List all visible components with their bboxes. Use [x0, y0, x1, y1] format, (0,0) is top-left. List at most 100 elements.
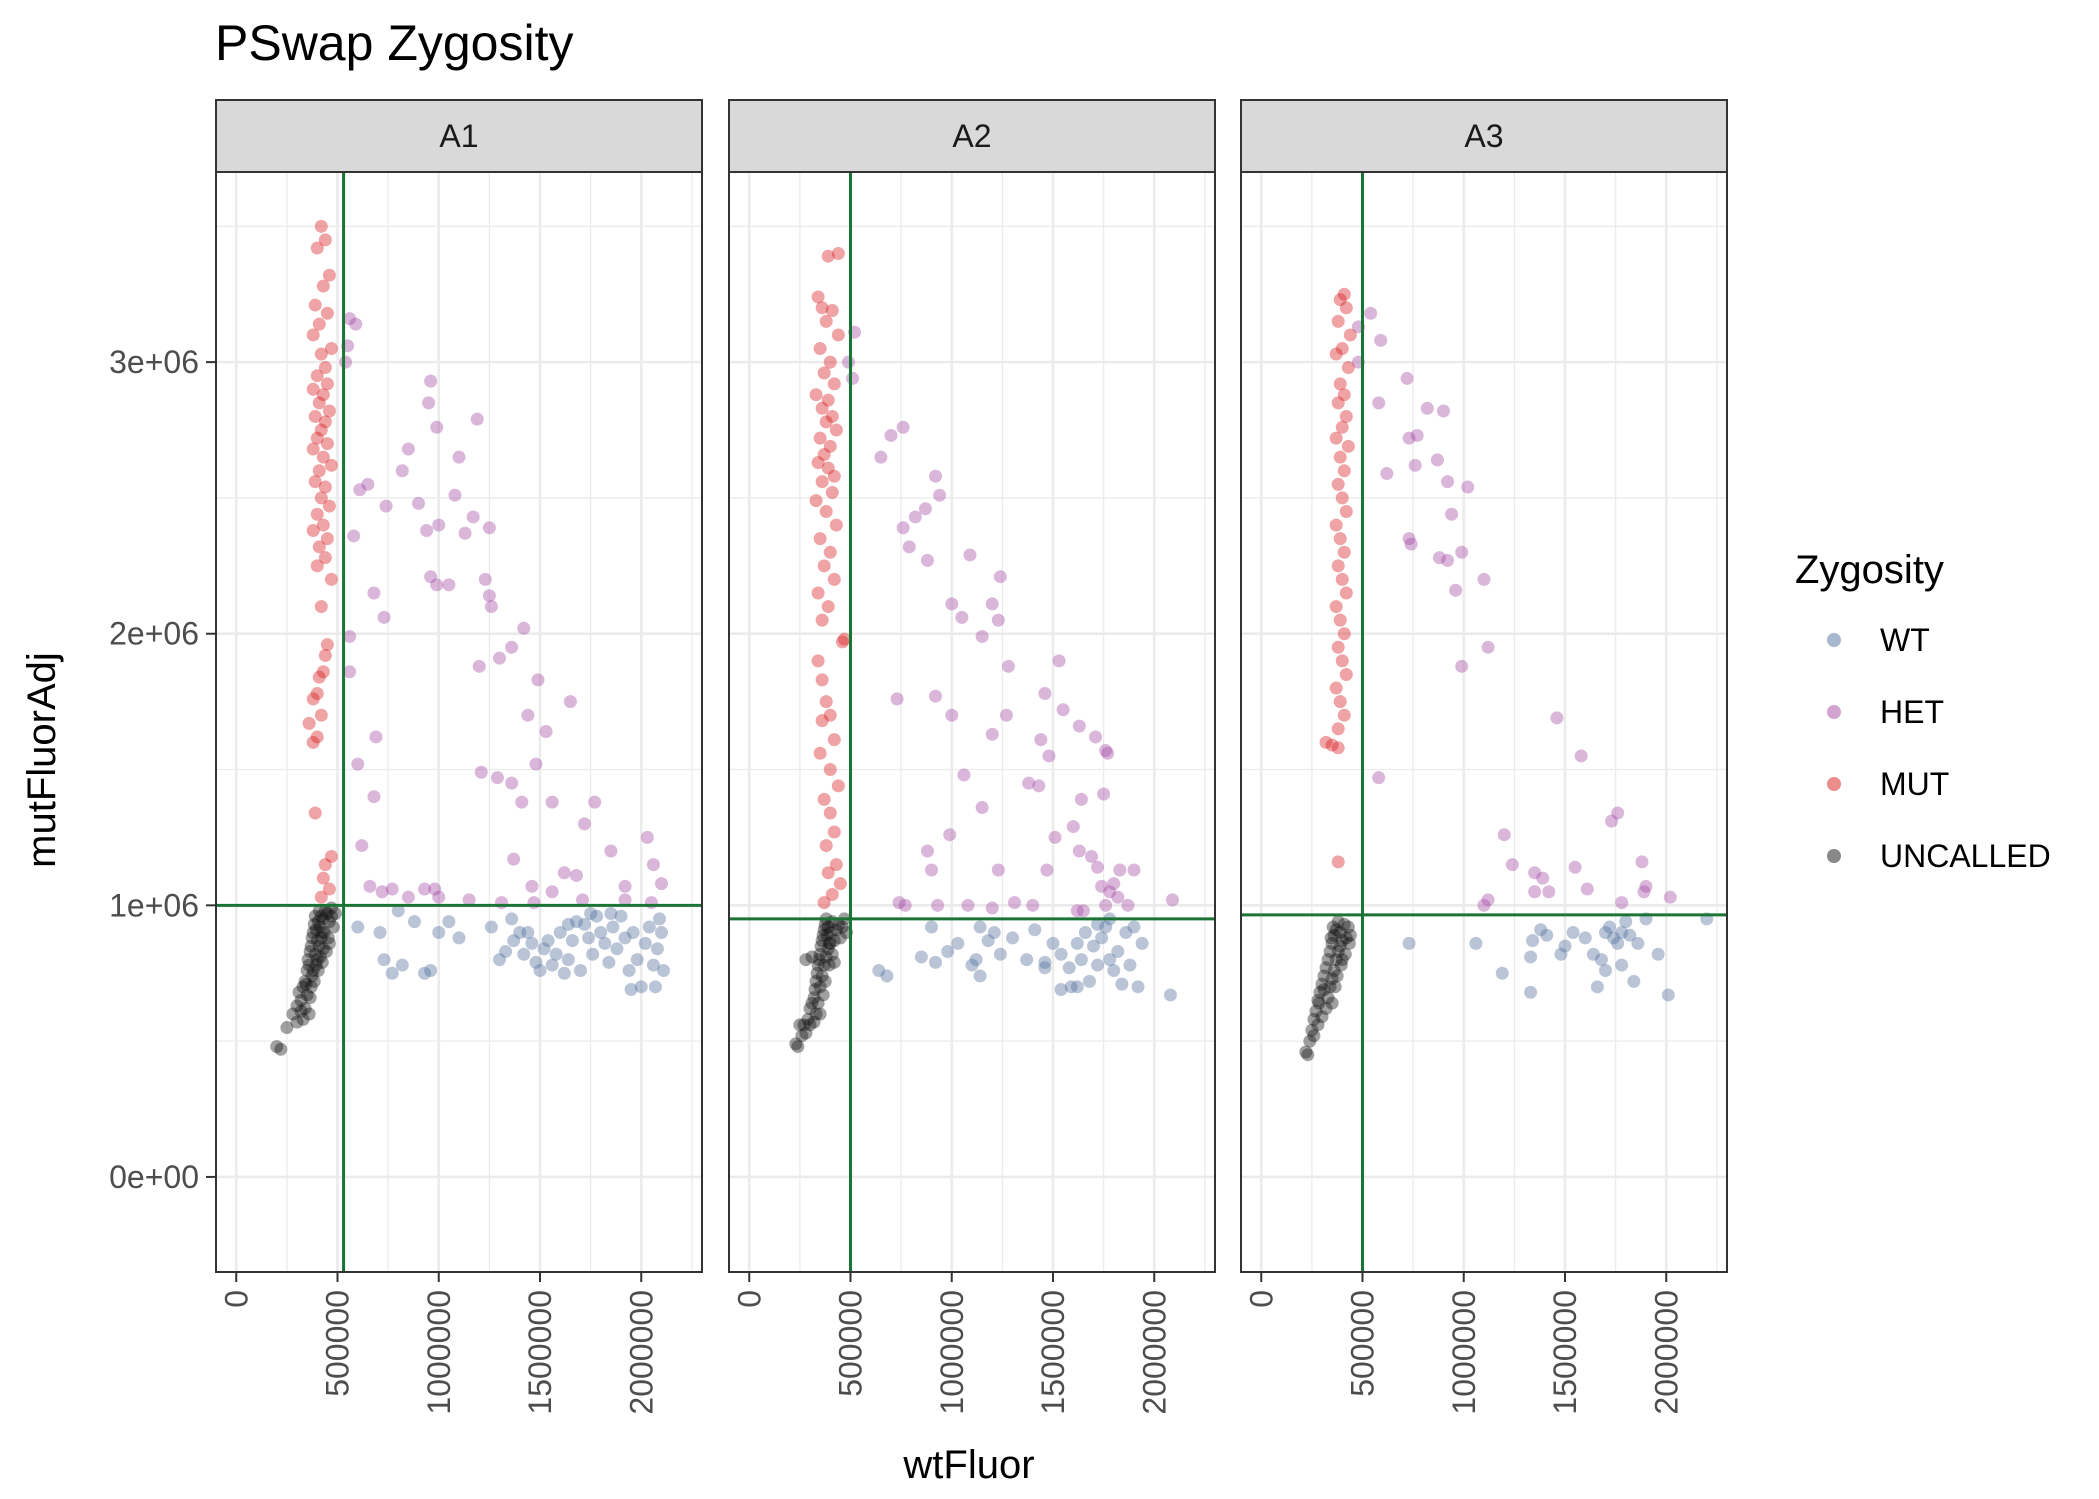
data-point-het [1542, 885, 1556, 899]
data-point-het [478, 572, 492, 586]
data-point-het [369, 730, 383, 744]
data-point-het [1040, 863, 1054, 877]
data-point-mut [310, 431, 324, 445]
data-point-het [985, 727, 999, 741]
data-point-wt [1578, 931, 1592, 945]
data-point-mut [809, 494, 823, 508]
data-point-mut [306, 328, 320, 342]
data-point-wt [602, 955, 616, 969]
data-point-mut [821, 461, 835, 475]
data-point-uncalled [799, 953, 813, 967]
data-point-wt [1524, 985, 1538, 999]
data-point-mut [316, 388, 330, 402]
data-point-uncalled [1338, 947, 1352, 961]
data-point-mut [322, 499, 336, 513]
data-point-uncalled [274, 1042, 288, 1056]
panel-background [729, 172, 1215, 1272]
data-point-het [1372, 771, 1386, 785]
x-tick-label: 0 [218, 1290, 254, 1308]
data-point-het [458, 526, 472, 540]
data-point-het [920, 553, 934, 567]
data-point-wt [545, 958, 559, 972]
data-point-het [918, 502, 932, 516]
data-point-mut [827, 825, 841, 839]
data-point-het [646, 858, 660, 872]
data-point-mut [312, 464, 326, 478]
data-point-uncalled [835, 920, 849, 934]
data-point-wt [407, 915, 421, 929]
data-point-het [841, 355, 855, 369]
data-point-mut [318, 551, 332, 565]
data-point-mut [310, 507, 324, 521]
data-point-wt [391, 904, 405, 918]
data-point-wt [1590, 980, 1604, 994]
data-point-wt [1611, 936, 1625, 950]
data-point-uncalled [1313, 985, 1327, 999]
facet-strip-label: A3 [1464, 118, 1503, 154]
data-point-uncalled [304, 980, 318, 994]
data-point-het [1430, 453, 1444, 467]
data-point-wt [914, 950, 928, 964]
data-point-uncalled [1327, 928, 1341, 942]
y-tick-label: 0e+00 [109, 1159, 199, 1195]
y-tick-label: 1e+06 [109, 887, 199, 923]
data-point-uncalled [801, 1012, 815, 1026]
data-point-uncalled [793, 1018, 807, 1032]
facet-panels: A1 0 500000 1000000 1500000 2000000 A2 0 500000 1… [215, 99, 1728, 1415]
data-point-uncalled [321, 931, 335, 945]
data-point-uncalled [821, 920, 835, 934]
data-point-het [401, 890, 415, 904]
data-point-mut [817, 792, 831, 806]
data-point-het [490, 771, 504, 785]
data-point-het [1084, 849, 1098, 863]
data-point-het [385, 882, 399, 896]
data-point-het [1455, 659, 1469, 673]
data-point-het [1408, 458, 1422, 472]
data-point-het [395, 464, 409, 478]
data-point-wt [1627, 974, 1641, 988]
data-point-uncalled [814, 939, 828, 953]
data-point-uncalled [1343, 928, 1357, 942]
data-point-mut [811, 290, 825, 304]
data-point-het [430, 578, 444, 592]
data-point-het [343, 665, 357, 679]
data-point-mut [815, 401, 829, 415]
data-point-uncalled [314, 909, 328, 923]
data-point-wt [652, 912, 666, 926]
data-point-wt [582, 931, 596, 945]
data-point-wt [604, 906, 618, 920]
data-point-mut [811, 456, 825, 470]
x-tick-label: 1000000 [934, 1290, 970, 1415]
data-point-het [1001, 659, 1015, 673]
data-point-het [1101, 746, 1115, 760]
data-point-het [945, 597, 959, 611]
data-point-mut [310, 369, 324, 383]
data-point-uncalled [286, 1007, 300, 1021]
data-point-wt [1615, 925, 1629, 939]
data-point-uncalled [791, 1040, 805, 1054]
data-point-mut [1337, 388, 1351, 402]
data-point-uncalled [312, 904, 326, 918]
data-point-het [933, 488, 947, 502]
data-point-mut [1329, 518, 1343, 532]
data-point-het [1528, 866, 1542, 880]
data-point-wt [650, 942, 664, 956]
data-point-wt [1607, 931, 1621, 945]
data-point-het [1052, 654, 1066, 668]
data-point-wt [626, 925, 640, 939]
legend-entries: WT HET MUT UNCALLED [1827, 622, 2051, 874]
data-point-mut [316, 665, 330, 679]
data-point-het [618, 879, 632, 893]
data-point-het [1038, 686, 1052, 700]
data-point-het [452, 450, 466, 464]
data-point-wt [610, 942, 624, 956]
data-point-het [1380, 466, 1394, 480]
data-point-het [874, 450, 888, 464]
data-point-het [1441, 553, 1455, 567]
data-point-mut [310, 730, 324, 744]
data-point-uncalled [1299, 1045, 1313, 1059]
x-tick-label: 500000 [320, 1290, 356, 1397]
data-point-uncalled [320, 906, 334, 920]
data-point-uncalled [303, 945, 317, 959]
data-point-het [644, 896, 658, 910]
